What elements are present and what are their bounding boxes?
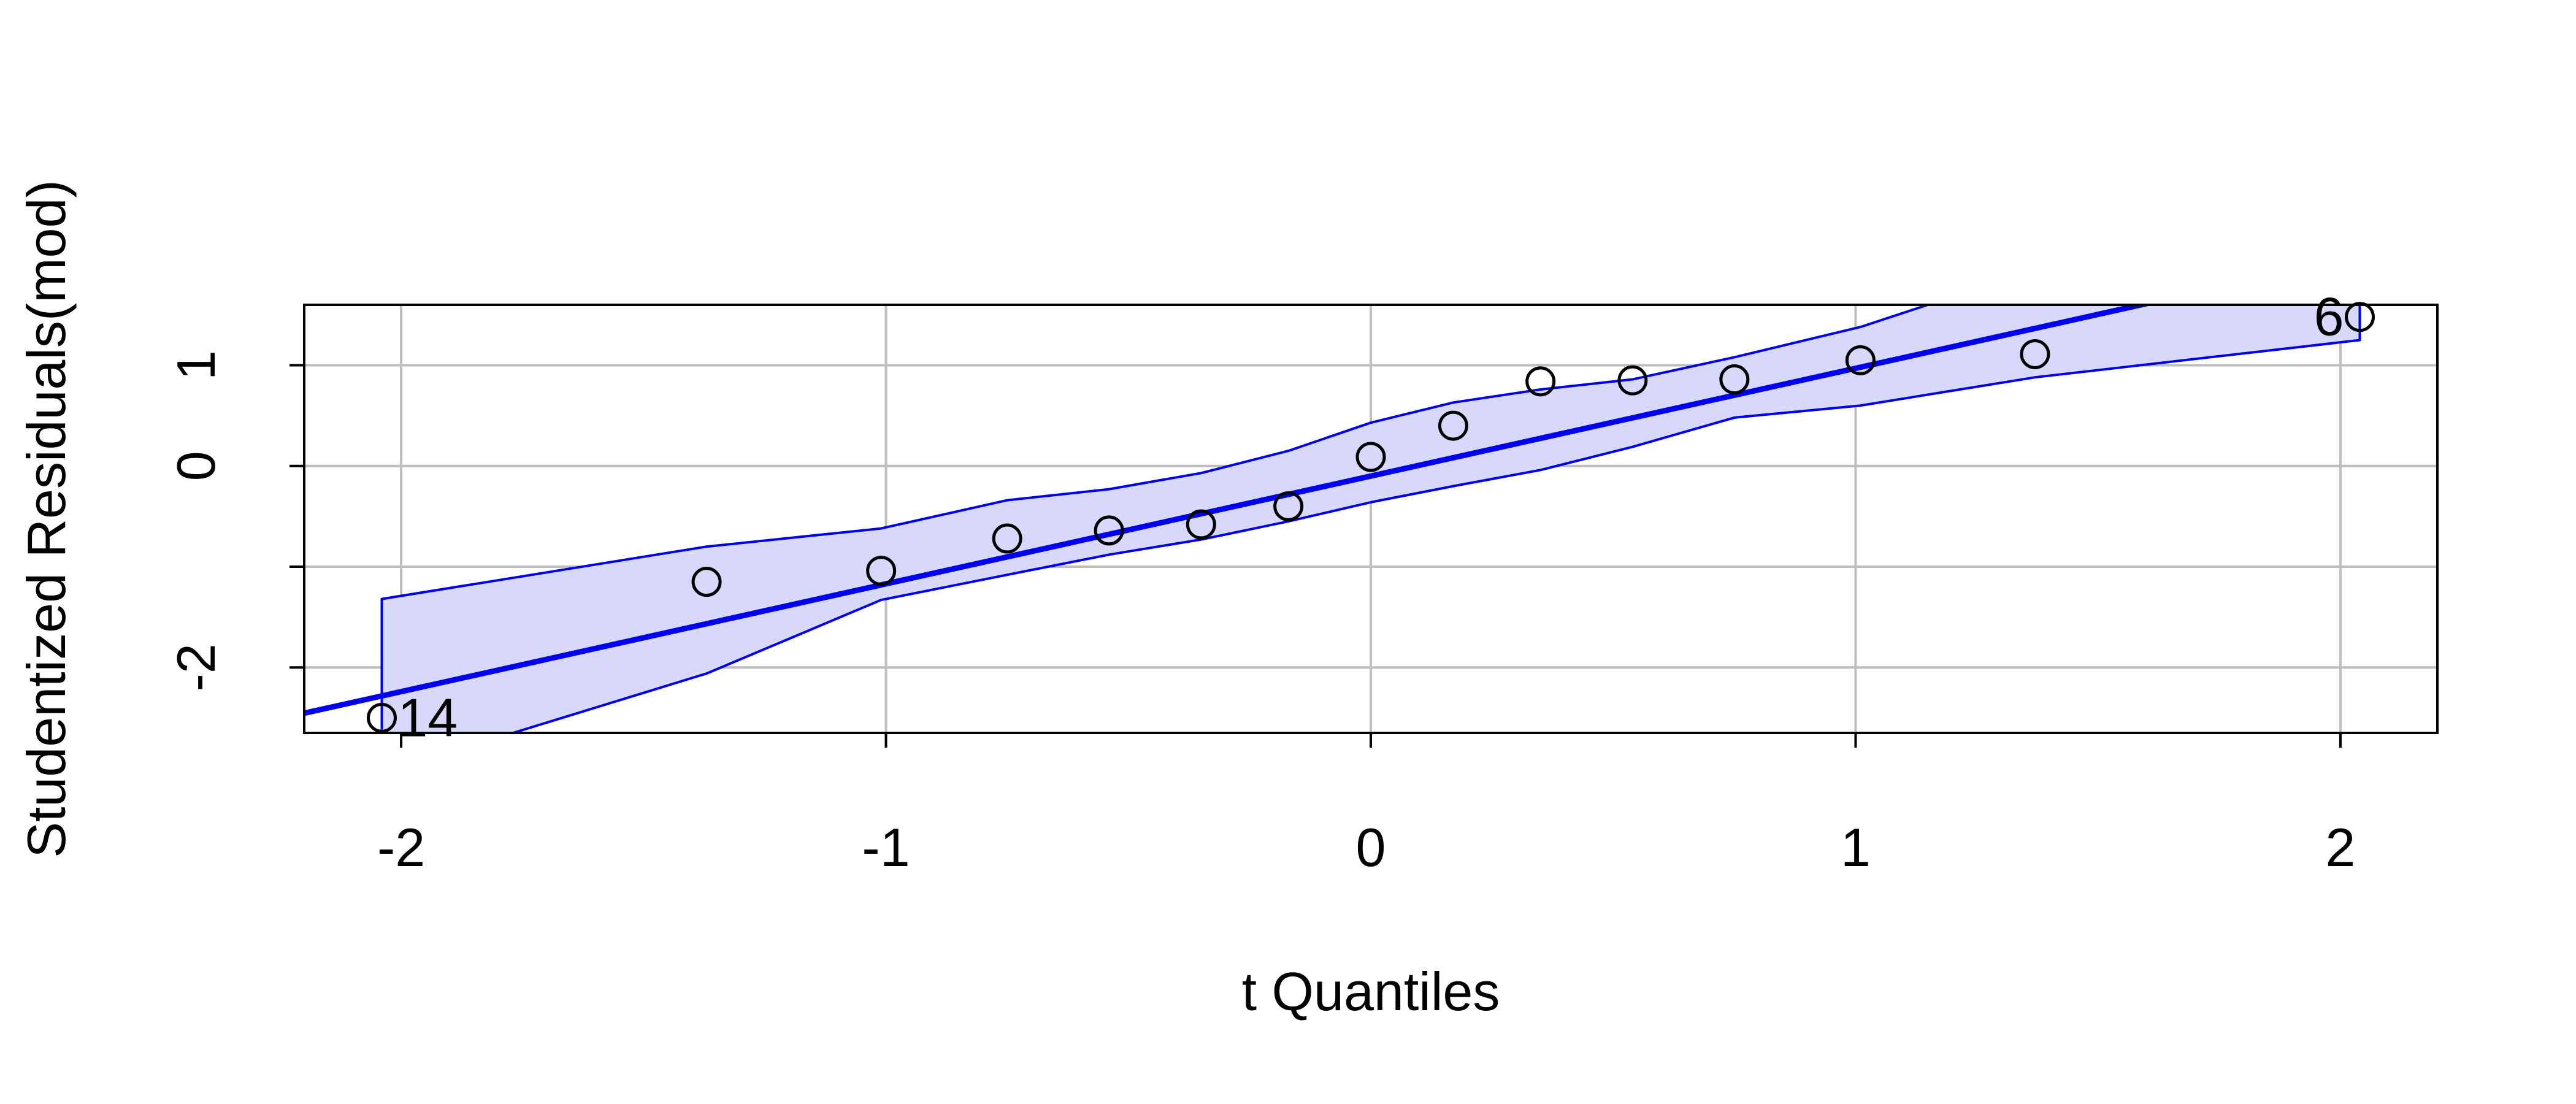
data-point: [1617, 365, 1648, 396]
data-point: [1845, 345, 1876, 375]
data-point: [1094, 515, 1124, 546]
y-axis: -2 0 1: [166, 350, 304, 691]
x-tick-label: -2: [377, 817, 425, 878]
data-point: [866, 556, 897, 586]
point-label: 6: [2314, 286, 2344, 347]
y-tick-label: -2: [166, 643, 226, 691]
y-tick-label: 0: [166, 451, 226, 481]
x-axis-label: t Quantiles: [1242, 961, 1500, 1022]
y-tick-label: 1: [166, 350, 226, 380]
data-point: [691, 567, 722, 597]
data-point: [1273, 491, 1304, 521]
x-axis: -2 -1 0 1 2: [377, 733, 2355, 878]
data-point: [2020, 339, 2050, 369]
data-point: [1719, 364, 1750, 395]
data-point: [992, 523, 1022, 554]
data-point: [1525, 366, 1556, 397]
data-point: [2345, 302, 2375, 332]
data-point: [366, 702, 397, 733]
x-tick-label: -1: [862, 817, 910, 878]
data-point: [1355, 442, 1386, 472]
confidence-envelope: [380, 305, 2361, 733]
point-label: 14: [397, 687, 458, 748]
point-labels: 14 6: [397, 286, 2344, 748]
data-point: [1438, 410, 1468, 441]
x-tick-label: 2: [2325, 817, 2355, 878]
data-points: [366, 302, 2375, 733]
y-axis-label: Studentized Residuals(mod): [16, 180, 77, 857]
x-tick-label: 1: [1841, 817, 1871, 878]
data-point: [1186, 509, 1216, 540]
x-tick-label: 0: [1356, 817, 1386, 878]
reference-line: [304, 305, 2154, 716]
